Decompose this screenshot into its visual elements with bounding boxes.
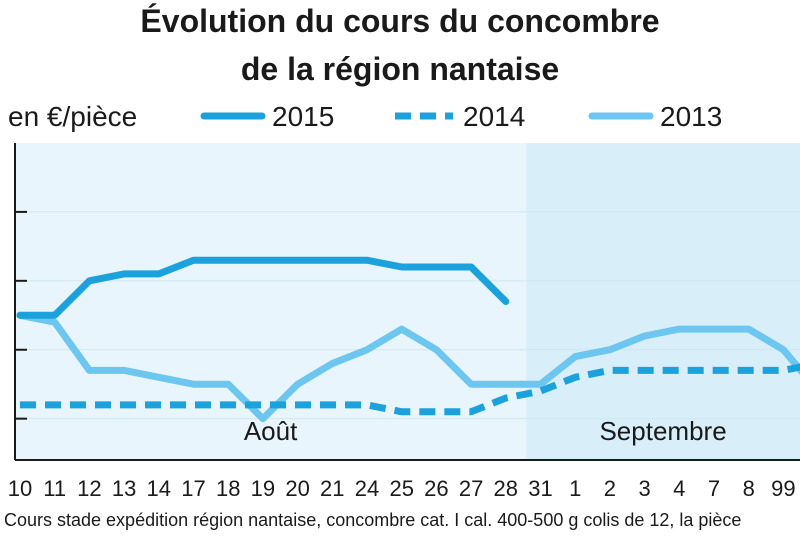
axes (14, 143, 800, 461)
legend: 2015 2014 2013 (200, 101, 722, 132)
legend-label-2013: 2013 (660, 101, 722, 132)
x-tick-label: 25 (389, 476, 413, 501)
x-tick-label: 14 (147, 476, 171, 501)
x-tick-label: 8 (743, 476, 755, 501)
y-gridlines (15, 211, 800, 420)
month-label: Septembre (599, 416, 726, 446)
x-tick-label: 28 (494, 476, 518, 501)
x-tick-label: 7 (708, 476, 720, 501)
y-axis-unit-label: en €/pièce (8, 101, 137, 132)
x-tick-label: 20 (285, 476, 309, 501)
chart-title: Évolution du cours du concombre (140, 3, 659, 39)
x-tick-label: 11 (43, 476, 66, 501)
x-tick-label: 3 (638, 476, 650, 501)
month-band (526, 143, 800, 460)
series-lines (16, 256, 800, 423)
source-note: Cours stade expédition région nantaise, … (4, 510, 741, 530)
x-tick-label: 17 (181, 476, 205, 501)
x-tick-label: 19 (251, 476, 275, 501)
series-line-2015 (16, 256, 510, 319)
month-label: Août (244, 416, 298, 446)
chart-subtitle: de la région nantaise (241, 51, 559, 87)
series-line-2014 (20, 363, 800, 416)
legend-label-2015: 2015 (272, 101, 334, 132)
x-tick-label: 2 (604, 476, 616, 501)
x-tick-label: 31 (528, 476, 552, 501)
series-line-2013 (16, 311, 800, 423)
x-tick-label: 24 (355, 476, 379, 501)
x-tick-label: 27 (459, 476, 483, 501)
x-tick-label: 10 (8, 476, 32, 501)
month-labels: Août Septembre (244, 416, 727, 446)
x-tick-label: 4 (673, 476, 685, 501)
legend-label-2014: 2014 (463, 101, 525, 132)
x-tick-label: 12 (77, 476, 101, 501)
x-tick-label: 18 (216, 476, 240, 501)
x-tick-labels: 10 11 12 13 14 17 18 19 20 21 24 25 26 27 28 31 1 2 3 4 7 8 99… (8, 476, 796, 501)
x-tick-label: 21 (320, 476, 344, 501)
x-tick-label: 13 (112, 476, 136, 501)
x-tick-label: 26 (424, 476, 448, 501)
x-tick-label: 99 (771, 476, 795, 501)
x-tick-label: 1 (569, 476, 581, 501)
